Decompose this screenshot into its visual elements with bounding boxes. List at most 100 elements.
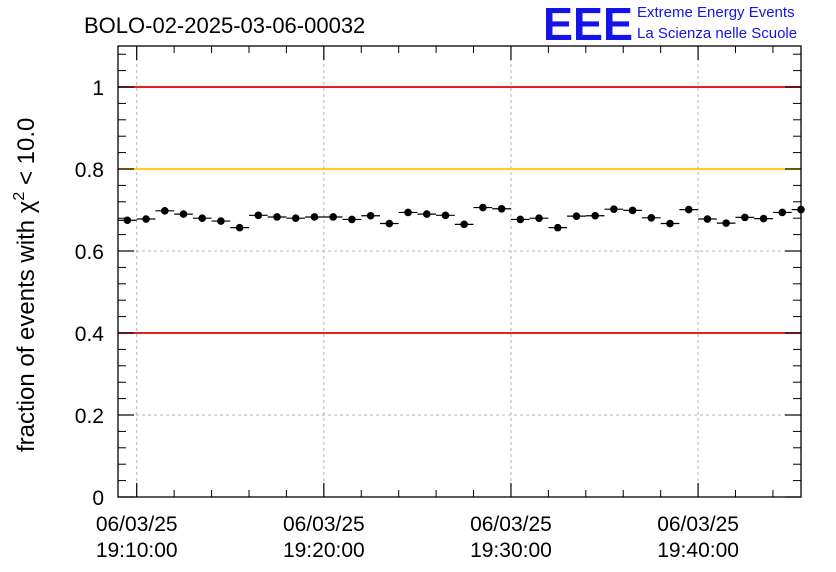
data-marker [647, 213, 656, 222]
data-point [342, 215, 362, 224]
data-point [529, 214, 549, 222]
data-point [585, 211, 605, 220]
data-point [716, 219, 736, 227]
data-point [623, 206, 642, 215]
data-marker [722, 219, 730, 227]
data-marker [235, 223, 244, 232]
chart-title: BOLO-02-2025-03-06-00032 [84, 13, 365, 38]
data-point [754, 214, 773, 223]
data-point [248, 211, 268, 220]
y-tick-label: 0.2 [75, 405, 104, 428]
y-tick-label: 0.4 [75, 323, 105, 346]
y-tick-label: 1 [92, 77, 104, 100]
data-marker [741, 213, 749, 222]
data-marker [291, 214, 300, 222]
data-marker [591, 211, 599, 220]
data-marker [123, 216, 132, 225]
data-marker [441, 211, 450, 220]
data-point [492, 204, 511, 213]
data-point [230, 223, 249, 232]
x-tick-labels: 06/03/25 19:10:00 06/03/25 19:20:00 06/03/25… [96, 513, 739, 562]
data-marker [366, 211, 375, 220]
data-marker [160, 207, 169, 215]
data-marker [666, 219, 674, 228]
logo-line-2: La Scienza nelle Scuole [637, 25, 797, 42]
data-marker [628, 206, 637, 215]
data-point [772, 208, 792, 217]
data-marker [348, 215, 356, 224]
data-point [679, 205, 699, 214]
data-point [155, 207, 175, 215]
data-marker [254, 211, 263, 220]
data-point [192, 214, 212, 222]
data-point [604, 205, 624, 213]
x-tick-label-date: 06/03/25 [470, 513, 552, 536]
data-point [698, 215, 717, 223]
x-tick-label-time: 19:10:00 [96, 539, 178, 562]
x-tick-label-time: 19:20:00 [283, 539, 365, 562]
data-point [660, 219, 680, 228]
data-point [454, 220, 474, 229]
x-tick-label-time: 19:30:00 [470, 539, 552, 562]
logo-mark: EEE [543, 0, 633, 50]
data-point [136, 215, 156, 223]
data-marker [142, 215, 150, 223]
data-marker [516, 215, 525, 224]
y-tick-label: 0.6 [75, 241, 104, 264]
data-point [211, 217, 231, 225]
axis-ticks [118, 46, 801, 498]
data-marker [310, 213, 319, 221]
data-marker [610, 205, 618, 213]
data-point [379, 219, 399, 228]
y-axis-label-symbol: χ [13, 200, 40, 213]
x-tick-label-date: 06/03/25 [283, 513, 365, 536]
data-marker [385, 219, 394, 228]
x-tick-label-date: 06/03/25 [96, 513, 178, 536]
y-tick-label: 0 [92, 487, 104, 510]
x-tick-label-date: 06/03/25 [657, 513, 739, 536]
data-marker [198, 214, 207, 222]
data-point [735, 213, 755, 222]
data-point [473, 203, 493, 212]
data-marker [684, 205, 693, 214]
y-axis-label-prefix: fraction of events with [13, 213, 40, 452]
data-point [548, 223, 568, 232]
y-axis-label: fraction of events with χ2 < 10.0 [11, 118, 40, 452]
data-marker [703, 215, 712, 223]
y-tick-labels: 0 0.2 0.4 0.6 0.8 1 [75, 77, 105, 510]
plot-frame [117, 45, 802, 498]
data-marker [778, 208, 787, 217]
y-axis-label-exponent: 2 [11, 192, 28, 201]
data-marker [179, 210, 188, 218]
data-marker [329, 213, 337, 221]
data-marker [535, 214, 543, 222]
data-marker [497, 204, 506, 213]
data-marker [572, 212, 581, 220]
reference-lines [118, 86, 801, 334]
data-series [118, 203, 805, 232]
x-tick-label-time: 19:40:00 [657, 539, 739, 562]
data-marker [422, 210, 431, 218]
data-marker [460, 220, 468, 229]
data-marker [273, 213, 281, 221]
y-tick-label: 0.8 [75, 159, 104, 182]
data-point [641, 213, 661, 222]
data-point [398, 208, 418, 217]
data-point [174, 210, 193, 218]
data-point [267, 213, 287, 221]
data-marker [404, 208, 412, 217]
data-marker [759, 214, 768, 223]
data-point [305, 213, 324, 221]
data-point [323, 213, 343, 221]
data-point [286, 214, 306, 222]
data-point [417, 210, 437, 218]
y-axis-label-suffix: < 10.0 [13, 118, 40, 192]
data-point [567, 212, 586, 220]
data-marker [553, 223, 562, 232]
eee-logo: EEE Extreme Energy Events La Scienza nel… [543, 0, 797, 50]
data-point [436, 211, 455, 220]
data-point [361, 211, 380, 220]
data-marker [217, 217, 225, 225]
